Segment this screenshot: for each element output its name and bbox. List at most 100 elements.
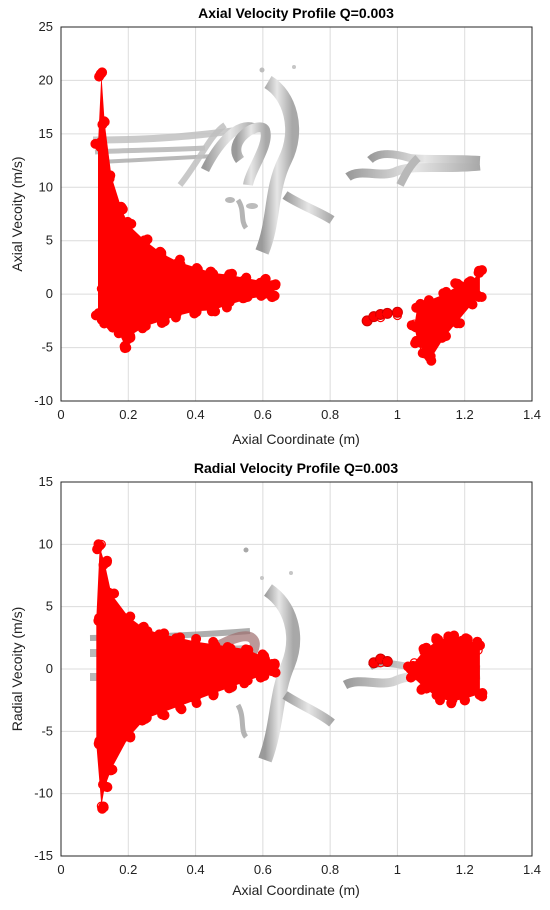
scatter-marker (171, 309, 182, 319)
x-tick-label: 0.2 (119, 862, 137, 877)
scatter-marker (116, 220, 127, 230)
scatter-marker (190, 265, 201, 276)
scatter-marker (224, 649, 234, 659)
vortex-surface (92, 65, 481, 255)
y-tick-label: 5 (46, 233, 53, 248)
scatter-marker (409, 658, 419, 668)
scatter-marker (241, 651, 251, 662)
x-tick-labels: 0 0.2 0.4 0.6 0.8 1 1.2 1.4 (57, 407, 541, 422)
scatter-marker (258, 658, 268, 668)
scatter-marker (473, 268, 483, 278)
scatter-marker (117, 204, 128, 215)
y-tick-label: 0 (46, 286, 53, 301)
scatter-marker (466, 278, 477, 289)
scatter-marker (126, 218, 137, 229)
scatter-marker (99, 318, 110, 329)
scatter-marker (95, 137, 106, 148)
scatter-marker (120, 340, 130, 351)
scatter-marker (426, 351, 436, 361)
scatter-marker (157, 633, 167, 643)
scatter-marker (224, 278, 234, 289)
scatter-marker (174, 636, 184, 647)
scatter-marker (207, 644, 217, 654)
scatter-marker (376, 313, 386, 323)
axial-velocity-chart: Axial Velocity Profile Q=0.003 0 0.2 0.4 0.… (9, 5, 541, 447)
scatter-marker (460, 695, 470, 706)
y-tick-label: -5 (41, 340, 53, 355)
scatter-marker (106, 589, 117, 599)
scatter-marker (208, 268, 219, 279)
scatter-marker (443, 633, 453, 643)
scatter-marker (473, 645, 483, 655)
scatter-marker (155, 246, 166, 257)
scatter-marker (269, 290, 280, 301)
scatter-marker (434, 690, 445, 701)
y-tick-label: -5 (41, 723, 53, 738)
scatter-marker (176, 704, 187, 715)
scatter-envelope-right (414, 272, 480, 359)
x-tick-label: 0.4 (187, 407, 205, 422)
scatter-marker (102, 555, 113, 566)
scatter-marker (223, 297, 234, 308)
plot-frame (60, 481, 533, 857)
scatter-marker (119, 343, 130, 354)
scatter-marker (376, 658, 386, 668)
scatter-marker (190, 273, 201, 283)
x-tick-label: 0 (57, 407, 64, 422)
x-tick-label: 0.4 (187, 862, 205, 877)
scatter-marker (438, 288, 449, 299)
y-tick-label: 25 (39, 19, 53, 34)
scatter-marker (460, 284, 470, 294)
scatter-marker (477, 688, 488, 698)
scatter-marker (206, 686, 217, 696)
y-tick-label: -10 (34, 393, 53, 408)
x-tick-label: 0.2 (119, 407, 137, 422)
scatter-marker (140, 627, 150, 637)
scatter-marker (140, 320, 151, 331)
scatter-marker (96, 539, 106, 549)
scatter-marker (123, 236, 133, 246)
scatter-points (92, 539, 488, 814)
scatter-marker (409, 319, 419, 329)
grid-lines (60, 26, 533, 402)
scatter-marker (174, 268, 184, 278)
x-tick-labels: 0 0.2 0.4 0.6 0.8 1 1.2 1.4 (57, 862, 541, 877)
x-tick-label: 0.6 (254, 862, 272, 877)
x-tick-label: 0.8 (321, 407, 339, 422)
scatter-marker (93, 616, 104, 627)
x-tick-label: 1 (394, 862, 401, 877)
y-tick-label: 0 (46, 661, 53, 676)
scatter-marker (467, 299, 478, 310)
scatter-marker (258, 667, 269, 678)
scatter-marker (462, 634, 473, 645)
scatter-marker (102, 782, 113, 793)
scatter-marker (431, 633, 442, 644)
scatter-marker (191, 633, 202, 644)
scatter-marker (264, 284, 275, 294)
scatter-marker (103, 587, 114, 598)
scatter-marker (141, 712, 152, 723)
x-tick-label: 1.2 (456, 862, 474, 877)
radial-velocity-chart: Radial Velocity Profile Q=0.003 0 0.2 0.4 0… (9, 460, 541, 898)
chart-title: Radial Velocity Profile Q=0.003 (194, 460, 398, 476)
scatter-marker (227, 681, 238, 692)
scatter-marker (175, 259, 186, 270)
y-tick-label: -10 (34, 786, 53, 801)
x-tick-label: 1.4 (523, 407, 541, 422)
scatter-marker (223, 644, 233, 655)
y-tick-labels: -15 -10 -5 0 5 10 15 (34, 474, 53, 863)
scatter-marker (156, 318, 167, 328)
scatter-marker (188, 305, 199, 316)
scatter-marker (224, 269, 235, 280)
y-tick-labels: -10 -5 0 5 10 15 20 25 (34, 19, 53, 408)
x-axis-label: Axial Coordinate (m) (232, 431, 360, 447)
scatter-points (90, 67, 487, 366)
scatter-marker (207, 276, 217, 286)
scatter-marker (447, 694, 458, 705)
scatter-marker (424, 296, 435, 307)
scatter-marker (433, 332, 443, 342)
x-tick-label: 1.4 (523, 862, 541, 877)
scatter-marker (157, 262, 167, 273)
scatter-marker (256, 290, 267, 301)
